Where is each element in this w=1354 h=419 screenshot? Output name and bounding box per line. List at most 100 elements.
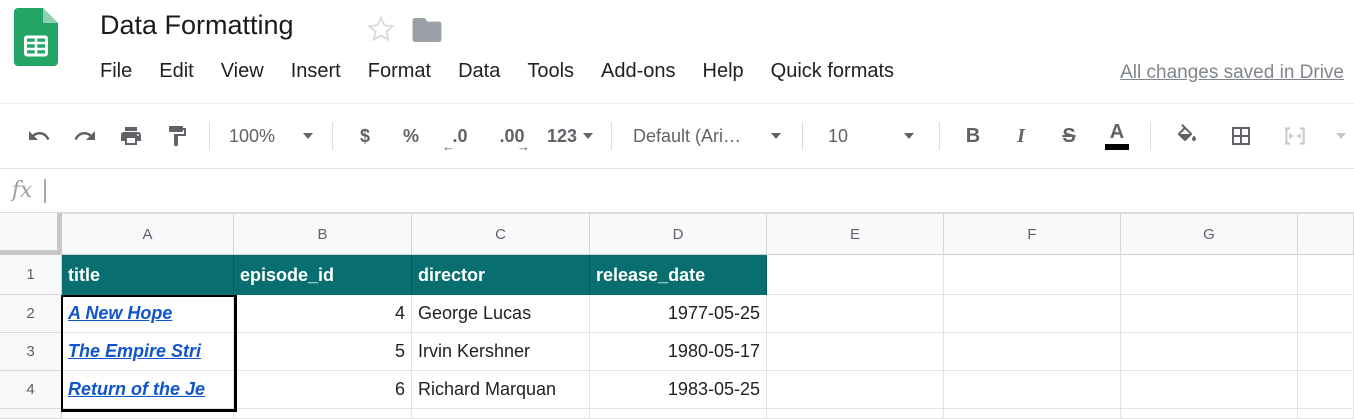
menu-view[interactable]: View xyxy=(220,60,264,82)
menu-data[interactable]: Data xyxy=(458,60,501,82)
column-header-f[interactable]: F xyxy=(944,213,1121,255)
row-header-2[interactable]: 2 xyxy=(0,295,62,333)
menu-tools[interactable]: Tools xyxy=(527,60,575,82)
column-header-partial[interactable] xyxy=(1298,213,1354,255)
cell-e1[interactable] xyxy=(767,255,944,295)
menu-insert[interactable]: Insert xyxy=(290,60,341,82)
chevron-down-icon xyxy=(1336,133,1346,139)
italic-button[interactable]: I xyxy=(1017,124,1025,147)
cell-f3[interactable] xyxy=(944,333,1121,371)
menu-edit[interactable]: Edit xyxy=(159,60,194,82)
cell-c1[interactable]: director xyxy=(412,255,590,295)
menu-help[interactable]: Help xyxy=(702,60,744,82)
increase-decimal-places-button[interactable]: .00 → xyxy=(499,125,530,155)
cell-h3[interactable] xyxy=(1298,333,1354,371)
column-header-e[interactable]: E xyxy=(767,213,944,255)
star-icon[interactable] xyxy=(366,14,396,49)
more-formats-button[interactable]: 123 xyxy=(538,116,602,156)
menu-file[interactable]: File xyxy=(100,60,133,82)
cell-f4[interactable] xyxy=(944,371,1121,409)
cell-d2[interactable]: 1977-05-25 xyxy=(590,295,767,333)
font-size-select[interactable]: 10 xyxy=(812,116,930,156)
cell-h2[interactable] xyxy=(1298,295,1354,333)
format-currency-button[interactable]: $ xyxy=(359,125,370,146)
formula-input[interactable] xyxy=(46,169,1354,212)
cell-e4[interactable] xyxy=(767,371,944,409)
redo-button[interactable] xyxy=(62,116,108,156)
cell-e2[interactable] xyxy=(767,295,944,333)
cell-c5[interactable] xyxy=(412,409,590,419)
cell-h1[interactable] xyxy=(1298,255,1354,295)
cell-c4[interactable]: Richard Marquan xyxy=(412,371,590,409)
fill-color-button[interactable] xyxy=(1160,116,1214,156)
menu-add-ons[interactable]: Add-ons xyxy=(601,60,676,82)
cell-g1[interactable] xyxy=(1121,255,1298,295)
cell-b1[interactable]: episode_id xyxy=(234,255,412,295)
cell-d1[interactable]: release_date xyxy=(590,255,767,295)
cell-a5[interactable] xyxy=(62,409,234,419)
cell-f5[interactable] xyxy=(944,409,1121,419)
paint-format-button[interactable] xyxy=(154,116,200,156)
cell-g2[interactable] xyxy=(1121,295,1298,333)
row-header-4[interactable]: 4 xyxy=(0,371,62,409)
cell-d3[interactable]: 1980-05-17 xyxy=(590,333,767,371)
column-header-b[interactable]: B xyxy=(234,213,412,255)
cell-g5[interactable] xyxy=(1121,409,1298,419)
more-toolbar-options-button[interactable] xyxy=(1336,116,1346,156)
cell-h4[interactable] xyxy=(1298,371,1354,409)
cell-a1[interactable]: title xyxy=(62,255,234,295)
column-header-a[interactable]: A xyxy=(62,213,234,255)
row-header-5[interactable] xyxy=(0,409,62,419)
font-family-select[interactable]: Default (Ari… xyxy=(621,116,793,156)
cell-a3[interactable]: The Empire Stri xyxy=(62,333,234,371)
cell-e5[interactable] xyxy=(767,409,944,419)
menu-quick-formats[interactable]: Quick formats xyxy=(770,60,895,82)
cell-b2[interactable]: 4 xyxy=(234,295,412,333)
chevron-down-icon xyxy=(583,133,594,139)
cell-g3[interactable] xyxy=(1121,333,1298,371)
merge-cells-button[interactable] xyxy=(1268,116,1322,156)
cell-a2[interactable]: A New Hope xyxy=(62,295,234,333)
cell-c3[interactable]: Irvin Kershner xyxy=(412,333,590,371)
cell-d5[interactable] xyxy=(590,409,767,419)
top-bar: Data Formatting File Edit View Insert Fo… xyxy=(0,0,1354,104)
table-row: 4 Return of the Je 6 Richard Marquan 198… xyxy=(0,371,1354,409)
cell-d4[interactable]: 1983-05-25 xyxy=(590,371,767,409)
sheets-logo-icon[interactable] xyxy=(14,8,58,71)
cell-f2[interactable] xyxy=(944,295,1121,333)
decrease-decimal-places-button[interactable]: .0 ← xyxy=(442,125,468,155)
document-title[interactable]: Data Formatting xyxy=(100,10,294,40)
fx-icon: fx xyxy=(11,178,33,203)
print-button[interactable] xyxy=(108,116,154,156)
column-header-d[interactable]: D xyxy=(590,213,767,255)
chevron-down-icon xyxy=(303,133,313,139)
cell-h5[interactable] xyxy=(1298,409,1354,419)
table-row: 2 A New Hope 4 George Lucas 1977-05-25 xyxy=(0,295,1354,333)
cell-e3[interactable] xyxy=(767,333,944,371)
cell-b5[interactable] xyxy=(234,409,412,419)
strikethrough-button[interactable]: S xyxy=(1062,124,1076,147)
save-status-link[interactable]: All changes saved in Drive xyxy=(1120,62,1344,83)
text-color-button[interactable]: A xyxy=(1093,116,1141,156)
cell-b4[interactable]: 6 xyxy=(234,371,412,409)
cell-a4[interactable]: Return of the Je xyxy=(62,371,234,409)
undo-button[interactable] xyxy=(16,116,62,156)
format-percent-button[interactable]: % xyxy=(402,125,419,146)
formula-bar: fx xyxy=(0,168,1354,213)
select-all-corner[interactable] xyxy=(0,213,62,255)
zoom-select[interactable]: 100% xyxy=(219,116,323,156)
borders-button[interactable] xyxy=(1214,116,1268,156)
menu-bar: File Edit View Insert Format Data Tools … xyxy=(100,60,894,83)
move-to-folder-icon[interactable] xyxy=(412,18,442,47)
menu-format[interactable]: Format xyxy=(367,60,432,82)
column-header-g[interactable]: G xyxy=(1121,213,1298,255)
row-header-1[interactable]: 1 xyxy=(0,255,62,295)
row-header-3[interactable]: 3 xyxy=(0,333,62,371)
font-family-value: Default (Ari… xyxy=(633,125,742,146)
cell-c2[interactable]: George Lucas xyxy=(412,295,590,333)
cell-g4[interactable] xyxy=(1121,371,1298,409)
bold-button[interactable]: B xyxy=(965,124,981,147)
cell-f1[interactable] xyxy=(944,255,1121,295)
column-header-c[interactable]: C xyxy=(412,213,590,255)
cell-b3[interactable]: 5 xyxy=(234,333,412,371)
